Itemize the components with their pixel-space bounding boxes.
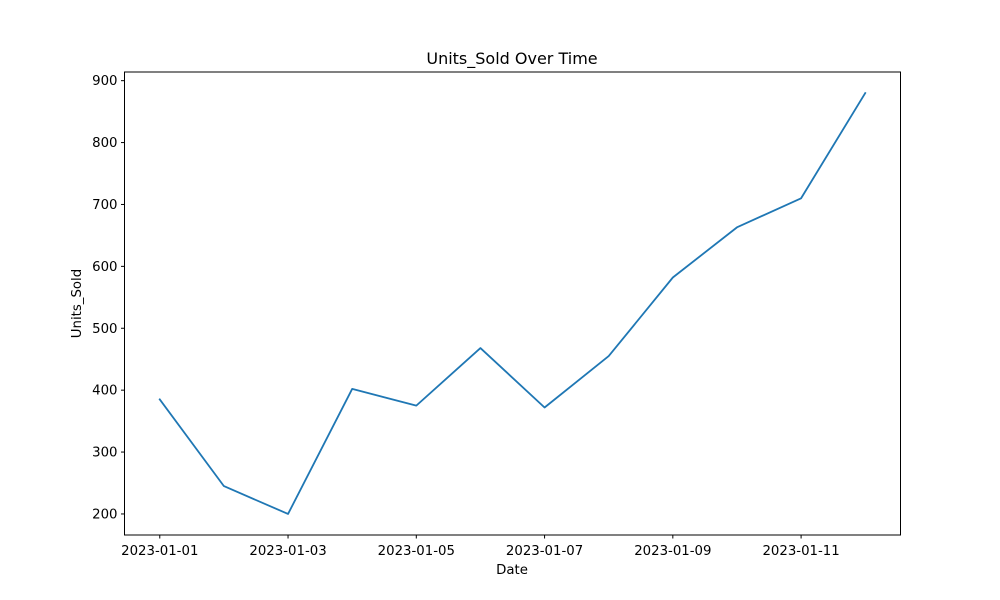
y-tick-label: 600 xyxy=(92,260,117,275)
x-tick-label: 2023-01-11 xyxy=(762,544,839,559)
y-tick-label: 400 xyxy=(92,384,117,399)
x-axis-label: Date xyxy=(496,563,528,578)
series-line-1 xyxy=(158,91,867,515)
x-tick-label: 2023-01-03 xyxy=(249,544,326,559)
y-tick-label: 700 xyxy=(92,198,117,213)
x-tick-label: 2023-01-01 xyxy=(121,544,198,559)
chart-title: Units_Sold Over Time xyxy=(426,49,597,69)
y-tick-label: 500 xyxy=(92,322,117,337)
y-tick-label: 900 xyxy=(92,74,117,89)
y-tick-label: 200 xyxy=(92,507,117,522)
axes-frame xyxy=(124,71,901,536)
y-axis-label: Units_Sold xyxy=(70,269,85,338)
plot-area: 200 300 400 500 600 700 800 900 2023-01-01 2023-0… xyxy=(92,74,867,559)
x-tick-label: 2023-01-09 xyxy=(634,544,711,559)
x-tick-label: 2023-01-07 xyxy=(506,544,583,559)
y-tick-label: 300 xyxy=(92,446,117,461)
x-tick-label: 2023-01-05 xyxy=(378,544,455,559)
y-tick-label: 800 xyxy=(92,136,117,151)
